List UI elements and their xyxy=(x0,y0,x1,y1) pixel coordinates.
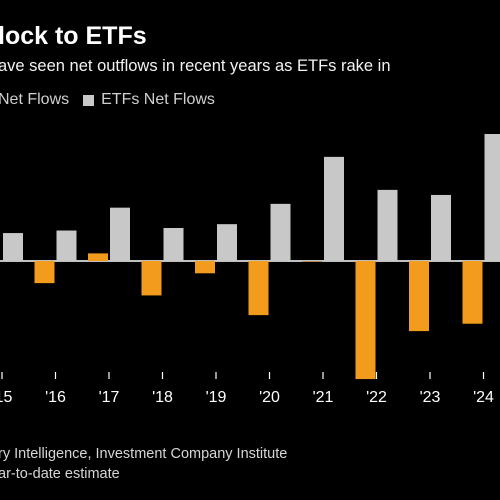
chart-subtitle: ave seen net outflows in recent years as… xyxy=(0,57,391,75)
bar-net-flows-4 xyxy=(195,261,215,274)
bar-net-flows-5 xyxy=(248,261,269,316)
bar-etfs-net-flows-9 xyxy=(484,134,500,261)
bar-net-flows-1 xyxy=(34,261,55,284)
x-tick-label-5: '20 xyxy=(259,389,280,406)
legend-swatch-etfs xyxy=(83,94,95,106)
x-tick-label-9: '24 xyxy=(473,389,494,406)
bar-etfs-net-flows-5 xyxy=(270,203,291,261)
x-tick-label-7: '22 xyxy=(366,389,387,406)
bar-etfs-net-flows-7 xyxy=(377,189,398,261)
bar-etfs-net-flows-3 xyxy=(163,227,184,261)
bar-etfs-net-flows-6 xyxy=(324,156,344,261)
chart-title: lock to ETFs xyxy=(0,22,147,50)
bar-etfs-net-flows-2 xyxy=(110,207,130,261)
bar-etfs-net-flows-1 xyxy=(56,230,77,261)
bar-etfs-net-flows-4 xyxy=(217,224,237,261)
legend-label-net-flows: Net Flows xyxy=(0,91,70,108)
x-tick-label-4: '19 xyxy=(206,389,227,406)
x-tick-label-0: '15 xyxy=(0,389,13,406)
bar-net-flows-8 xyxy=(409,261,429,332)
x-tick-label-3: '18 xyxy=(152,389,173,406)
bar-net-flows-6 xyxy=(302,261,322,262)
bar-net-flows-3 xyxy=(141,261,162,296)
x-tick-label-8: '23 xyxy=(420,389,441,406)
bar-etfs-net-flows-0 xyxy=(3,233,23,261)
estimate-note: ar-to-date estimate xyxy=(0,466,120,482)
legend-item-etfs-net-flows: ETFs Net Flows xyxy=(83,91,215,109)
bar-net-flows-7 xyxy=(355,261,376,380)
bar-net-flows-2 xyxy=(88,253,108,261)
legend-item-net-flows: Net Flows xyxy=(0,91,69,109)
legend: Net Flows ETFs Net Flows xyxy=(0,91,229,109)
source-note: ry Intelligence, Investment Company Inst… xyxy=(0,446,288,462)
x-tick-label-2: '17 xyxy=(99,389,120,406)
bar-net-flows-9 xyxy=(462,261,483,324)
bar-etfs-net-flows-8 xyxy=(431,194,451,261)
legend-label-etfs-net-flows: ETFs Net Flows xyxy=(101,91,215,108)
x-tick-label-6: '21 xyxy=(313,389,334,406)
x-tick-label-1: '16 xyxy=(45,389,66,406)
